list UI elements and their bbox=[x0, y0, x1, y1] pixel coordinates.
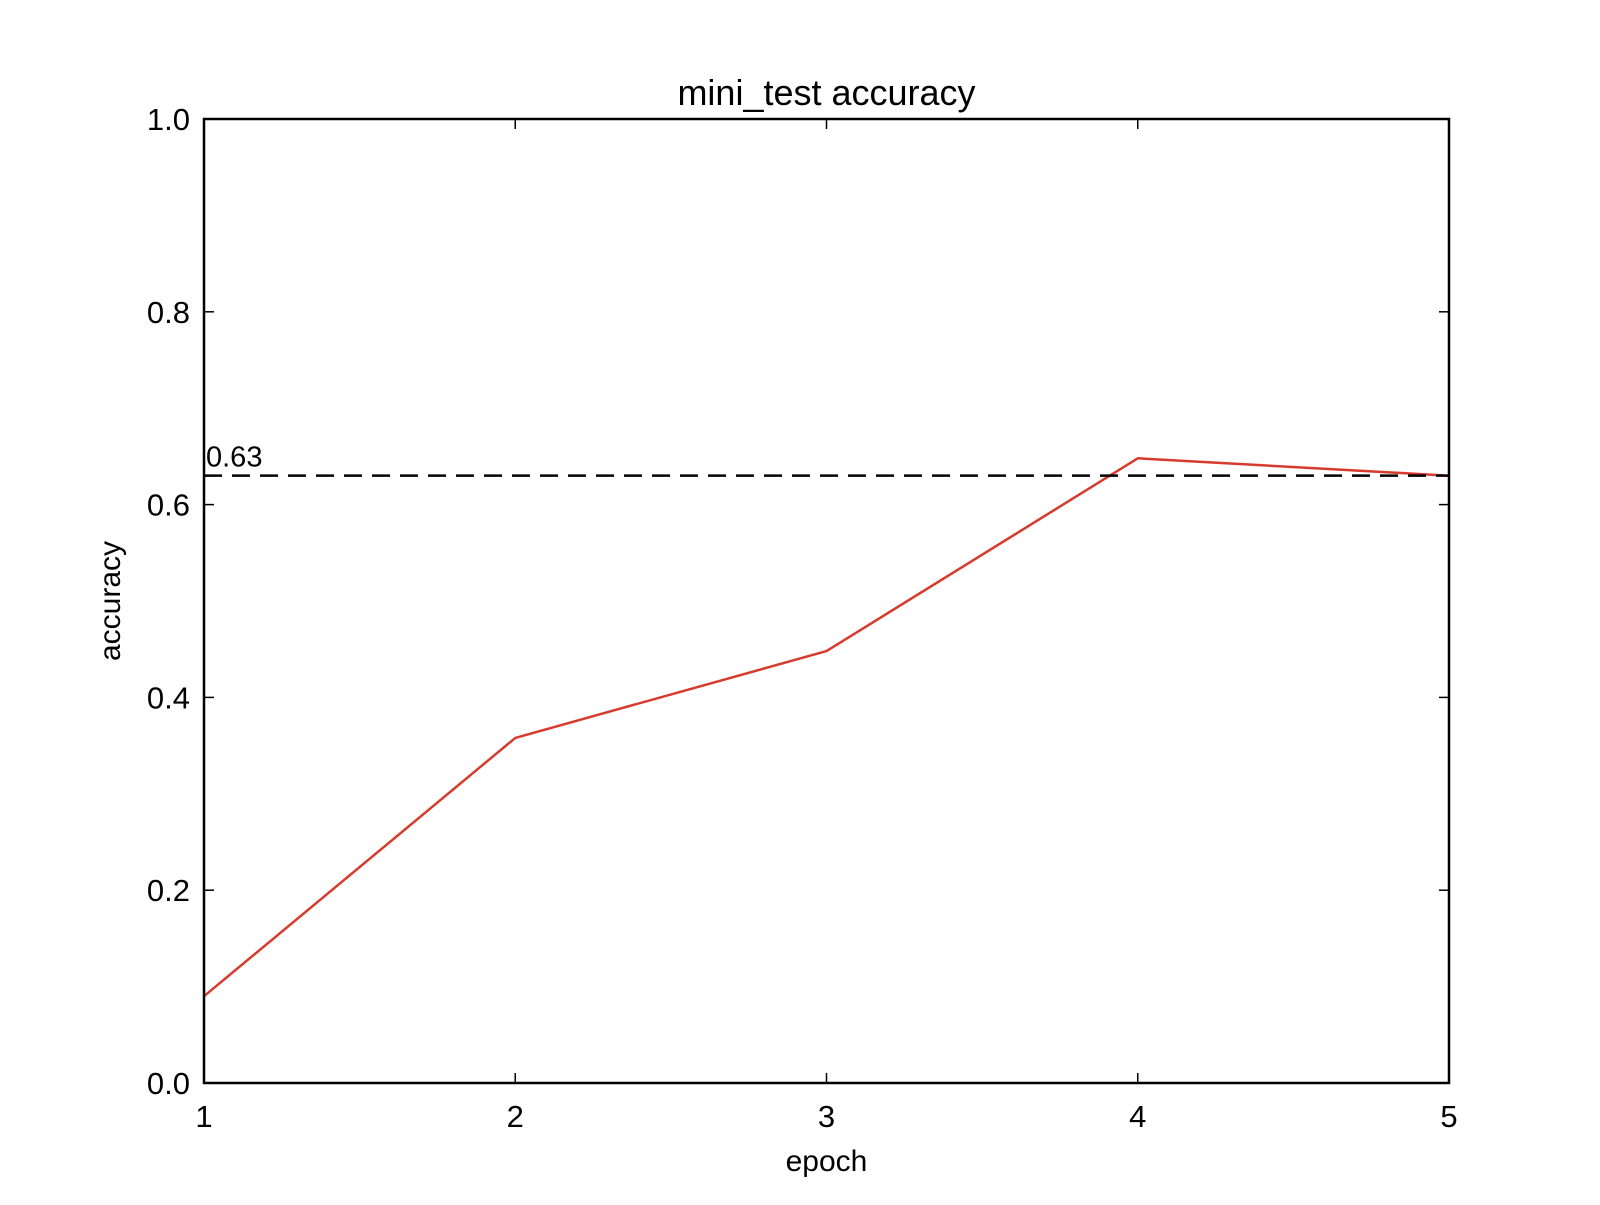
accuracy-series-line bbox=[203, 457, 1450, 998]
y-tick-label: 0.0 bbox=[147, 1066, 190, 1101]
x-tick-label: 4 bbox=[1129, 1099, 1146, 1134]
x-tick-label: 5 bbox=[1440, 1099, 1457, 1134]
reference-line-label: 0.63 bbox=[206, 442, 262, 474]
x-tick-label: 3 bbox=[818, 1099, 835, 1134]
axis-labels: 1 2 3 4 5 0.0 0.2 0.4 0.6 0.8 1.0 bbox=[147, 102, 1458, 1134]
x-tick-label: 1 bbox=[195, 1099, 212, 1134]
y-tick-label: 0.6 bbox=[147, 488, 190, 523]
y-tick-label: 1.0 bbox=[147, 102, 190, 137]
reference-layer: 0.63 bbox=[204, 442, 1449, 477]
y-tick-label: 0.8 bbox=[147, 295, 190, 330]
y-tick-label: 0.2 bbox=[147, 873, 190, 908]
y-axis-title: accuracy bbox=[94, 541, 127, 661]
x-tick-label: 2 bbox=[507, 1099, 524, 1134]
y-tick-label: 0.4 bbox=[147, 680, 190, 715]
chart-title: mini_test accuracy bbox=[677, 72, 975, 113]
x-axis-title: epoch bbox=[786, 1145, 868, 1178]
axes-frame bbox=[202, 117, 1451, 1085]
series-layer bbox=[203, 457, 1450, 998]
